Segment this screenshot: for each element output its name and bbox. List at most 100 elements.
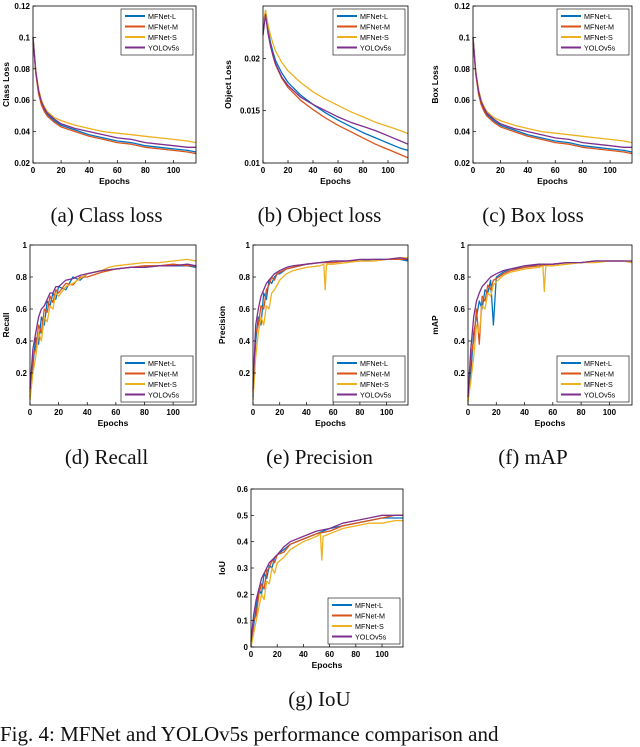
chart-object-loss: 0 20 40 60 80 100 0.01 0.015 0.02 Epochs Object Lo… (223, 5, 409, 186)
y-tick-label: 0.6 (454, 305, 466, 314)
legend-entry-mfnet-s: MFNet-S (148, 33, 177, 42)
x-tick-label: 80 (578, 166, 587, 175)
x-tick-label: 20 (284, 166, 293, 175)
y-tick-label: 0.4 (239, 337, 251, 346)
series-line-mfnet-s (250, 519, 403, 648)
x-axis-label: Epochs (315, 418, 346, 428)
x-tick-label: 80 (141, 166, 150, 175)
legend-entry-mfnet-s: MFNet-S (148, 380, 177, 389)
axes-box (32, 5, 197, 164)
legend-entry-mfnet-l: MFNet-L (148, 12, 176, 21)
x-tick-label: 100 (380, 408, 394, 417)
x-tick-label: 40 (523, 166, 532, 175)
series-line-yolov5s (262, 13, 409, 145)
series-line-yolov5s (32, 37, 196, 148)
x-axis-label: Epochs (312, 660, 343, 670)
y-tick-label: 0.06 (14, 96, 30, 105)
x-tick-label: 80 (351, 650, 360, 659)
y-tick-label: 0 (244, 643, 249, 652)
x-axis-label: Epochs (99, 176, 130, 186)
legend-entry-mfnet-s: MFNet-S (360, 33, 389, 42)
x-tick-label: 100 (603, 166, 617, 175)
x-tick-label: 60 (334, 166, 343, 175)
legend-entry-yolov5s: YOLOv5s (148, 43, 180, 52)
x-tick-label: 0 (251, 408, 256, 417)
x-tick-label: 60 (113, 166, 122, 175)
x-tick-label: 40 (309, 166, 318, 175)
x-tick-label: 20 (54, 408, 63, 417)
y-tick-label: 0.04 (14, 128, 30, 137)
x-axis-label: Epochs (320, 176, 351, 186)
y-tick-label: 0.8 (239, 273, 251, 282)
y-tick-label: 0.8 (454, 273, 466, 282)
panel-object-loss: 0 20 40 60 80 100 0.01 0.015 0.02 Epochs Object Lo… (213, 0, 426, 237)
y-tick-label: 0.12 (454, 2, 470, 11)
axes-box (252, 244, 409, 406)
x-tick-label: 100 (167, 166, 181, 175)
x-tick-label: 100 (375, 650, 389, 659)
x-tick-label: 60 (548, 408, 557, 417)
series-line-yolov5s (252, 257, 409, 390)
panel-class-loss: 0 20 40 60 80 100 0.02 0.04 0.06 0.08 0.1 0.12 Epoch… (0, 0, 213, 237)
figure-caption-footer: Fig. 4: MFNet and YOLOv5s performance co… (0, 722, 499, 746)
y-tick-label: 0.12 (14, 2, 30, 11)
x-tick-label: 0 (471, 166, 476, 175)
x-tick-label: 0 (31, 166, 36, 175)
y-axis-label: Box Loss (430, 65, 440, 104)
x-tick-label: 100 (166, 408, 180, 417)
series-line-mfnet-m (472, 37, 633, 155)
x-tick-label: 100 (381, 166, 395, 175)
y-tick-label: 0.02 (454, 159, 470, 168)
y-axis-label: Object Loss (223, 60, 233, 109)
series-line-yolov5s (472, 37, 632, 148)
legend-entry-mfnet-m: MFNet-M (360, 369, 390, 378)
legend-entry-mfnet-m: MFNet-M (355, 611, 385, 620)
y-tick-label: 0.02 (14, 159, 30, 168)
x-tick-label: 40 (85, 166, 94, 175)
caption-box-loss: (c) Box loss (482, 203, 584, 227)
series-line-mfnet-s (262, 9, 409, 135)
caption-map: (f) mAP (498, 445, 568, 469)
chart-map: 0 20 40 60 80 100 0.2 0.4 0.6 0.8 1 Epochs mAP MFNet-… (430, 241, 633, 428)
panel-map: 0 20 40 60 80 100 0.2 0.4 0.6 0.8 1 Epochs mAP MFNet-… (426, 237, 640, 477)
x-tick-label: 60 (111, 408, 120, 417)
y-tick-label: 0.06 (454, 96, 470, 105)
y-tick-label: 0.6 (16, 305, 28, 314)
x-tick-label: 0 (466, 408, 471, 417)
y-tick-label: 1 (246, 241, 251, 250)
chart-recall: 0 20 40 60 80 100 0.2 0.4 0.6 0.8 1 Epochs Recall MFN… (1, 241, 197, 428)
series-line-yolov5s (467, 260, 632, 398)
x-axis-label: Epochs (535, 418, 566, 428)
y-tick-label: 0.5 (237, 511, 249, 520)
y-axis-label: IoU (217, 561, 227, 575)
x-tick-label: 20 (273, 650, 282, 659)
chart-box-loss: 0 20 40 60 80 100 0.02 0.04 0.06 0.08 0.1 0.12 Epoch… (430, 2, 633, 186)
y-tick-label: 0.1 (19, 33, 31, 42)
legend-entry-mfnet-l: MFNet-L (584, 12, 612, 21)
y-tick-label: 0.1 (237, 617, 249, 626)
x-tick-label: 0 (261, 166, 266, 175)
legend-entry-mfnet-l: MFNet-L (355, 601, 383, 610)
caption-object-loss: (b) Object loss (257, 203, 382, 227)
x-tick-label: 80 (140, 408, 149, 417)
y-tick-label: 0.04 (454, 128, 470, 137)
y-tick-label: 0.2 (237, 590, 249, 599)
y-tick-label: 0.4 (454, 337, 466, 346)
y-tick-label: 0.6 (237, 485, 249, 494)
series-line-mfnet-s (29, 258, 197, 401)
x-tick-label: 40 (520, 408, 529, 417)
y-axis-label: Class Loss (1, 62, 11, 107)
x-tick-label: 0 (249, 650, 254, 659)
axes-box (472, 5, 633, 164)
y-tick-label: 0.08 (454, 65, 470, 74)
y-tick-label: 1 (461, 241, 466, 250)
legend-entry-mfnet-m: MFNet-M (584, 22, 614, 31)
y-tick-label: 0.2 (454, 369, 466, 378)
x-tick-label: 20 (496, 166, 505, 175)
series-line-mfnet-s (252, 257, 408, 401)
panel-iou: 0 20 40 60 80 100 0 0.1 0.2 0.3 0.4 0.5 0.6 Epochs IoU… (213, 477, 426, 717)
legend-entry-yolov5s: YOLOv5s (148, 390, 180, 399)
y-tick-label: 0.08 (14, 65, 30, 74)
